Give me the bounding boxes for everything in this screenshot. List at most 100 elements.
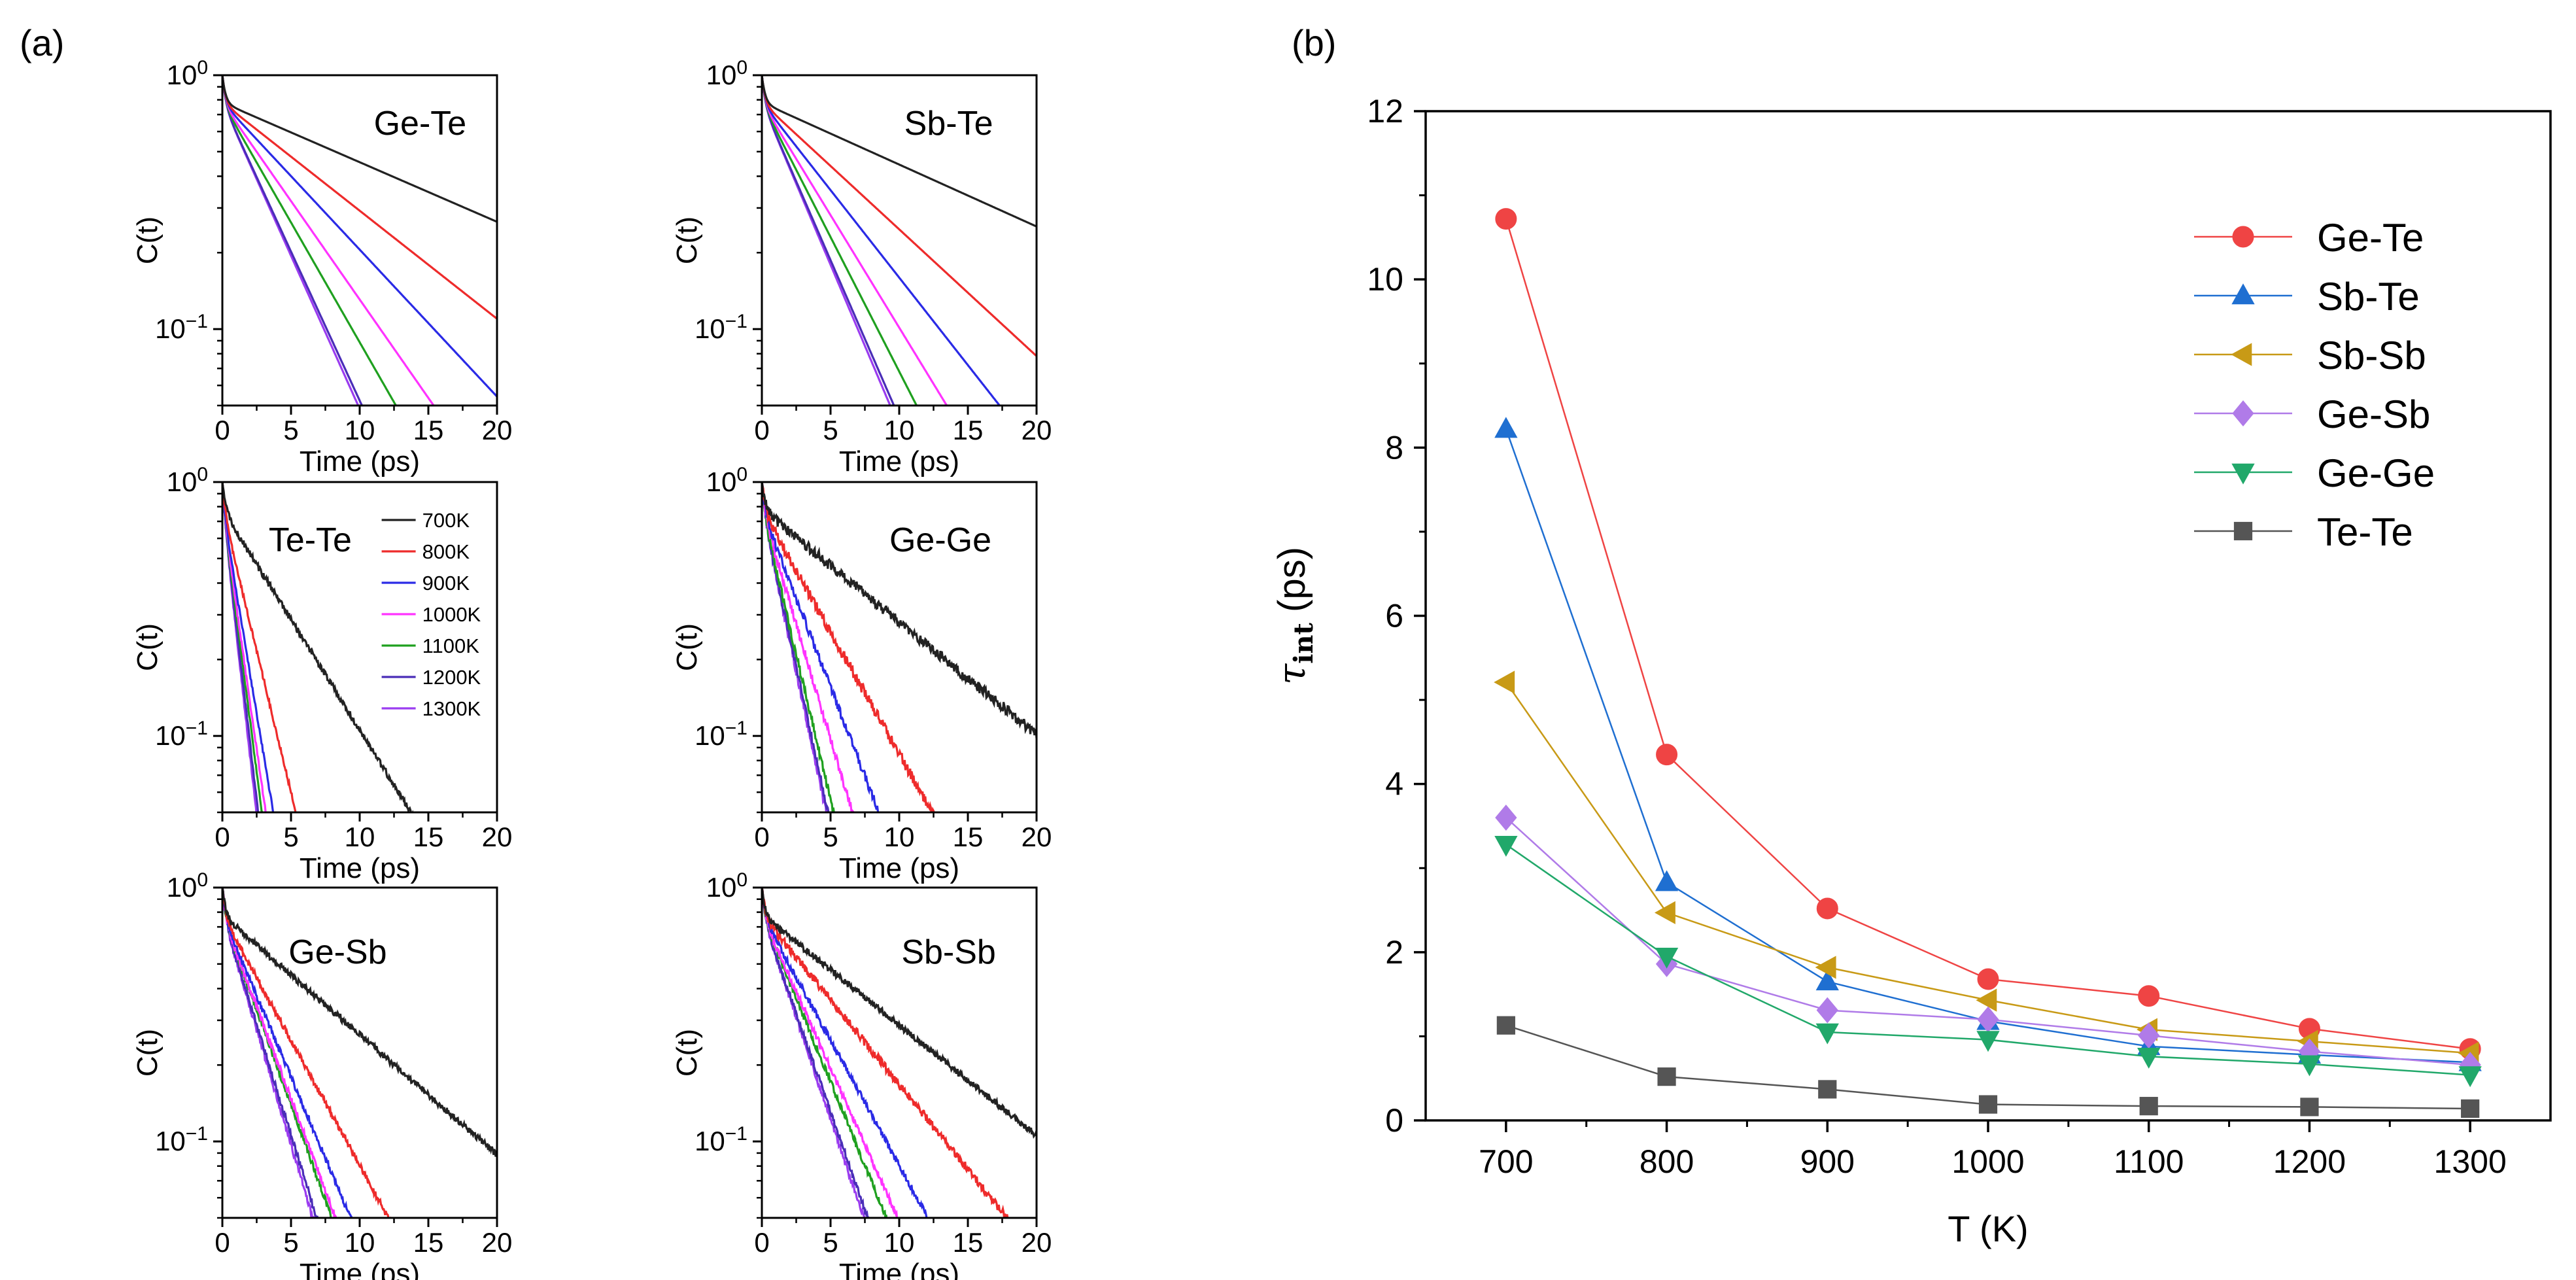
data-point-Ge-Ge bbox=[1976, 1031, 2000, 1052]
series-te-te-800K bbox=[222, 482, 297, 812]
x-tick-label-te-te: 10 bbox=[345, 822, 375, 852]
y-tick-label-te-te: 100 bbox=[167, 464, 208, 497]
x-tick-label-ge-sb: 0 bbox=[215, 1227, 230, 1258]
y-tick-label-ge-ge: 100 bbox=[706, 464, 747, 497]
y-tick-label-tau: 8 bbox=[1385, 429, 1403, 466]
x-tick-label-sb-sb: 20 bbox=[1022, 1227, 1052, 1258]
subplot-ge-te: 0 5 10 15 20 100 10−1 Time (ps) C(t) Ge-Te bbox=[131, 57, 512, 477]
y-tick-label-tau: 12 bbox=[1367, 93, 1403, 130]
series-Te-Te bbox=[1496, 1016, 2480, 1118]
tau-vs-temperature-chart: 700 800 900 1000 1100 1200 1300 0 2 4 6 8 10 12 T (K) τ… bbox=[1269, 93, 2552, 1249]
legend-label-800K: 800K bbox=[422, 540, 470, 563]
x-tick-label-ge-ge: 5 bbox=[823, 822, 838, 852]
series-ge-sb-1200K bbox=[222, 888, 319, 1218]
y-tick-label-tau: 10 bbox=[1367, 261, 1403, 298]
series-te-te-900K bbox=[222, 482, 275, 812]
legend-marker-Ge-Ge bbox=[2231, 463, 2255, 485]
series-sb-te-1300K bbox=[762, 75, 891, 406]
data-point-Ge-Ge bbox=[2458, 1066, 2482, 1088]
data-point-Ge-Ge bbox=[1655, 947, 1679, 969]
y-tick-label-tau: 0 bbox=[1385, 1102, 1403, 1139]
y-tick-label-te-te: 10−1 bbox=[155, 718, 208, 751]
legend-label-1000K: 1000K bbox=[422, 603, 481, 626]
subplot-sb-sb: 0 5 10 15 20 100 10−1 Time (ps) C(t) Sb-Sb bbox=[671, 869, 1052, 1280]
series-sb-sb-1200K bbox=[762, 888, 870, 1218]
series-sb-te-1100K bbox=[762, 75, 918, 406]
data-point-Sb-Sb bbox=[1976, 988, 1997, 1012]
subplot-te-te: 0 5 10 15 20 100 10−1 Time (ps) C(t) Te-Te 700K 800… bbox=[131, 464, 512, 884]
series-ge-sb-800K bbox=[222, 888, 391, 1218]
y-axis-label-te-te: C(t) bbox=[131, 623, 163, 671]
panel-title-te-te: Te-Te bbox=[269, 521, 352, 559]
x-axis-label-tau: T (K) bbox=[1948, 1208, 2028, 1249]
y-tick-label-ge-sb: 10−1 bbox=[155, 1123, 208, 1156]
legend-temperatures: 700K 800K 900K 1000K 1100K 1200K 1300K bbox=[381, 509, 481, 720]
y-axis-label-sb-te: C(t) bbox=[671, 216, 703, 264]
series-ge-te-900K bbox=[222, 75, 497, 398]
series-sb-te-800K bbox=[762, 75, 1037, 357]
x-tick-label-sb-sb: 0 bbox=[754, 1227, 769, 1258]
series-sb-te-700K bbox=[762, 75, 1037, 228]
x-tick-label-ge-sb: 10 bbox=[345, 1227, 375, 1258]
data-point-Ge-Sb bbox=[1816, 997, 1838, 1024]
y-tick-label-ge-te: 100 bbox=[167, 57, 208, 90]
data-point-Sb-Sb bbox=[1815, 956, 1836, 979]
x-tick-label-te-te: 5 bbox=[283, 822, 298, 852]
panel-title-ge-te: Ge-Te bbox=[374, 105, 467, 143]
curves-ge-te bbox=[222, 75, 497, 406]
series-ge-ge-1200K bbox=[762, 482, 830, 812]
legend-label-1300K: 1300K bbox=[422, 697, 481, 720]
data-point-Te-Te bbox=[2139, 1097, 2158, 1116]
x-tick-label-ge-te: 10 bbox=[345, 415, 375, 445]
series-ge-sb-900K bbox=[222, 888, 353, 1218]
series-ge-ge-900K bbox=[762, 482, 882, 812]
x-tick-label-sb-sb: 15 bbox=[953, 1227, 984, 1258]
data-point-Ge-Te bbox=[1816, 897, 1838, 920]
series-Ge-Sb bbox=[1495, 804, 2481, 1079]
data-point-Te-Te bbox=[1818, 1080, 1837, 1099]
panel-a-label: (a) bbox=[20, 22, 64, 63]
curves-ge-sb bbox=[222, 888, 497, 1218]
series-sb-sb-1300K bbox=[762, 888, 867, 1218]
y-tick-label-sb-te: 100 bbox=[706, 57, 747, 90]
curves-sb-sb bbox=[762, 888, 1037, 1218]
legend-label-Te-Te: Te-Te bbox=[2317, 510, 2413, 554]
data-point-Ge-Ge bbox=[1815, 1023, 1839, 1045]
legend-label-700K: 700K bbox=[422, 509, 470, 532]
axes-frame-sb-te bbox=[761, 74, 1038, 407]
data-point-Ge-Ge bbox=[2297, 1055, 2322, 1077]
x-axis-label-ge-sb: Time (ps) bbox=[300, 1258, 420, 1280]
legend-marker-Sb-Te bbox=[2231, 283, 2255, 305]
y-tick-label-tau: 4 bbox=[1385, 766, 1403, 803]
series-ge-sb-700K bbox=[222, 888, 497, 1157]
series-ge-sb-1000K bbox=[222, 888, 337, 1218]
legend-label-Sb-Te: Sb-Te bbox=[2317, 275, 2420, 319]
legend-label-Ge-Ge: Ge-Ge bbox=[2317, 451, 2435, 495]
y-axis-label-ge-sb: C(t) bbox=[131, 1029, 163, 1077]
x-tick-label-ge-ge: 20 bbox=[1022, 822, 1052, 852]
x-tick-label-sb-te: 15 bbox=[953, 415, 984, 445]
series-ge-te-700K bbox=[222, 75, 497, 223]
x-axis-label-ge-ge: Time (ps) bbox=[839, 852, 959, 884]
curves-te-te bbox=[222, 482, 415, 812]
y-tick-label-ge-sb: 100 bbox=[167, 869, 208, 903]
x-tick-label-tau: 700 bbox=[1479, 1143, 1533, 1180]
series-ge-sb-1100K bbox=[222, 888, 332, 1218]
x-axis-label-sb-sb: Time (ps) bbox=[839, 1258, 959, 1280]
series-sb-te-900K bbox=[762, 75, 1001, 406]
series-ge-te-800K bbox=[222, 75, 497, 320]
y-tick-label-tau: 6 bbox=[1385, 598, 1403, 634]
legend-label-Sb-Sb: Sb-Sb bbox=[2317, 334, 2426, 377]
x-tick-label-tau: 1000 bbox=[1951, 1143, 2024, 1180]
data-point-Ge-Te bbox=[1656, 744, 1678, 766]
x-axis-label-sb-te: Time (ps) bbox=[839, 445, 959, 477]
series-ge-te-1200K bbox=[222, 75, 364, 406]
series-ge-ge-800K bbox=[762, 482, 935, 812]
x-tick-label-ge-sb: 5 bbox=[283, 1227, 298, 1258]
x-tick-label-te-te: 0 bbox=[215, 822, 230, 852]
x-tick-label-ge-ge: 10 bbox=[884, 822, 915, 852]
legend-marker-Te-Te bbox=[2233, 521, 2253, 541]
x-tick-label-ge-te: 5 bbox=[283, 415, 298, 445]
x-tick-label-tau: 1100 bbox=[2114, 1143, 2184, 1180]
